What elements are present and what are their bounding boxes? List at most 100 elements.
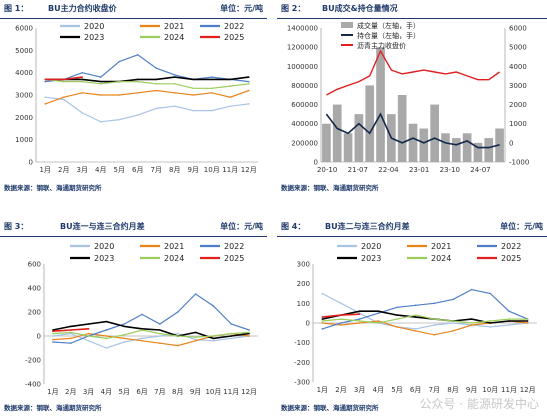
data-point-2020 [340,302,342,305]
x-tick-label: 2月 [58,166,69,174]
data-point-2022 [118,60,121,63]
data-point-2020 [229,105,232,107]
legend-label: 2021 [164,22,184,31]
legend-label: 2024 [164,254,184,263]
data-point-2021 [159,342,161,344]
legend-label: 2021 [431,242,451,251]
data-point-2024 [396,318,398,320]
legend-label: 持仓量（左轴，手） [357,31,420,40]
series-line-2024 [45,78,249,89]
data-point-2024 [452,320,454,322]
data-point-2023 [81,78,84,81]
data-point-2024 [159,332,161,335]
panel-2: 图 2： BU成交&持仓量情况 0 200000 400000 600000 80000… [277,0,547,196]
data-point-2023 [123,325,126,328]
data-point-2021 [192,94,195,96]
x-tick-label: 10月 [204,166,220,174]
data-point-2023 [212,337,215,340]
x-tick-label: 2月 [65,388,76,396]
data-point-2020 [44,96,47,99]
y-tick-label: -300 [294,379,310,387]
y-tick-label: 3000 [15,92,33,100]
data-point-2024 [52,332,54,335]
data-point-2022 [489,292,492,295]
legend-label: 2025 [501,254,521,263]
series-line-2024 [322,314,528,324]
panel-4: 图 4： BU连二与连三合约月差 单位：元/吨 -300 -200 -100 0 100… [277,218,547,416]
data-point-2022 [433,302,436,305]
volume-bar [441,133,450,162]
data-point-2022 [52,341,54,343]
data-point-2022 [194,293,197,295]
data-point-2020 [99,121,102,123]
y-tick-label-left: 1200000 [287,44,318,52]
price-line [326,49,501,96]
x-tick-label: 9月 [188,166,199,174]
x-tick-label: 4月 [95,166,106,174]
data-point-2021 [176,344,179,347]
series-line-2024 [52,329,250,340]
series-line-2023 [322,310,528,324]
data-point-2025 [340,314,342,316]
volume-bar [332,104,342,162]
data-point-2022 [176,311,179,313]
data-point-2025 [69,329,72,331]
panel-2-number: 图 2： [281,4,306,13]
data-point-2021 [44,103,47,105]
data-point-2022 [123,323,126,325]
legend-label: 2024 [164,33,184,42]
data-point-2024 [340,318,342,320]
data-point-2023 [489,322,492,324]
y-tick-label-right: 2000 [509,101,527,109]
data-point-2023 [155,78,158,81]
data-point-2024 [248,331,250,334]
x-tick-label: 23-10 [440,166,460,174]
x-tick-label: 5月 [391,386,402,394]
data-point-2020 [176,332,179,335]
x-tick-label: 7月 [151,166,162,174]
panel-3-source: 数据来源：钢联、海通期货研究所 [4,404,102,412]
volume-bar [430,104,439,162]
y-tick-label-right: 6000 [509,25,527,33]
data-point-2024 [141,329,143,331]
y-tick-label-right: 1000 [509,120,527,128]
data-point-2024 [247,83,250,85]
data-point-2024 [105,337,108,340]
data-point-2023 [105,320,108,323]
data-point-2024 [212,335,215,337]
x-tick-label: 2月 [335,386,346,394]
data-point-2020 [508,324,510,326]
data-point-2023 [470,318,473,320]
y-tick-label: 300 [297,261,310,269]
y-tick-label: 4000 [15,69,33,77]
data-point-2025 [44,78,47,81]
data-point-2022 [105,329,108,331]
data-point-2021 [229,96,232,99]
series-line-2021 [45,89,250,105]
x-tick-label: 7月 [154,388,165,396]
data-point-2024 [508,318,510,320]
data-point-2021 [105,335,108,337]
data-point-2020 [123,341,126,343]
data-point-2023 [526,320,529,322]
data-point-2021 [377,320,380,322]
data-point-2024 [526,318,529,320]
data-point-2022 [508,310,510,312]
data-point-2020 [105,347,108,349]
data-point-2022 [452,298,454,301]
data-point-2022 [136,54,139,56]
y-tick-label-left: 800000 [291,82,318,90]
volume-bar [419,128,429,162]
data-point-2024 [433,318,436,320]
x-tick-label: 10月 [482,386,498,394]
panel-4-source: 数据来源：钢联、海通期货研究所 [281,404,379,412]
y-tick-label: 600 [28,261,41,269]
x-tick-label: 3月 [354,386,365,394]
x-tick-label: 8月 [447,386,458,394]
x-tick-label: 12月 [520,386,536,394]
panel-4-unit: 单位：元/吨 [500,222,543,231]
panel-1-unit: 单位：元/吨 [220,4,263,13]
volume-bar [343,133,353,162]
y-tick-label-right: 3000 [509,82,527,90]
panel-3-header: 图 3： BU连一与连三合约月差 单位：元/吨 [0,218,267,237]
